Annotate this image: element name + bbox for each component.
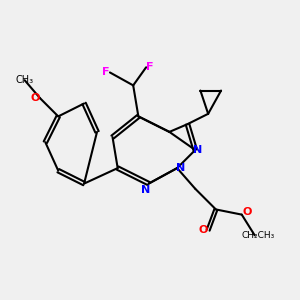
Text: CH₂CH₃: CH₂CH₃ xyxy=(242,231,275,240)
Text: N: N xyxy=(176,163,186,173)
Text: O: O xyxy=(198,225,208,235)
Text: CH₃: CH₃ xyxy=(16,75,34,85)
Text: O: O xyxy=(242,207,252,217)
Text: O: O xyxy=(30,93,40,103)
Text: F: F xyxy=(102,68,110,77)
Text: N: N xyxy=(193,145,203,155)
Text: F: F xyxy=(146,62,154,72)
Text: N: N xyxy=(142,185,151,195)
